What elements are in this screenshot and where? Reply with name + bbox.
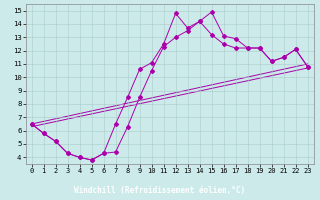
Text: Windchill (Refroidissement éolien,°C): Windchill (Refroidissement éolien,°C) [75, 186, 245, 196]
